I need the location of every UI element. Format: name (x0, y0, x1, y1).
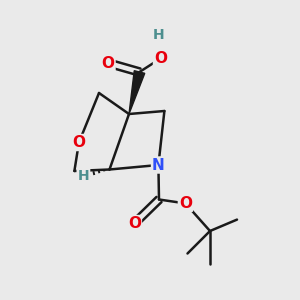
Text: O: O (128, 216, 141, 231)
Text: N: N (152, 158, 165, 172)
Polygon shape (129, 71, 145, 114)
Text: O: O (72, 135, 86, 150)
Text: O: O (154, 51, 167, 66)
Text: O: O (101, 56, 115, 70)
Text: O: O (179, 196, 192, 211)
Text: H: H (153, 28, 164, 42)
Text: H: H (78, 169, 89, 182)
